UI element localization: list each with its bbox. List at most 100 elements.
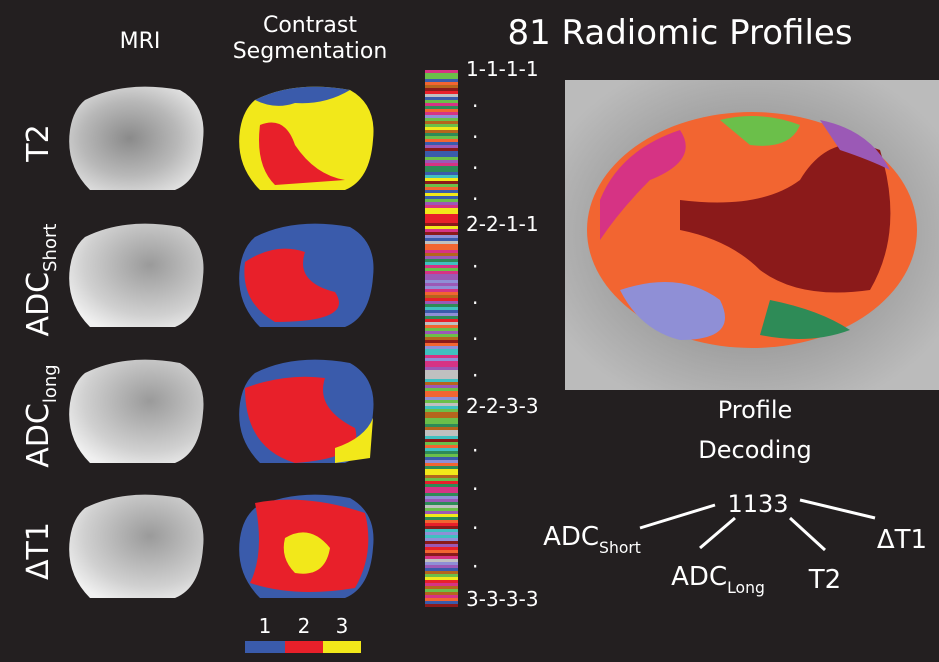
profile-ellipsis: . (472, 358, 478, 382)
colorbar-stripe (425, 343, 458, 346)
colorbar-stripe (425, 421, 458, 424)
colorbar-stripe (425, 592, 458, 595)
colorbar-stripe (425, 82, 458, 85)
colorbar-stripe (425, 595, 458, 598)
colorbar-stripe (425, 418, 458, 421)
colorbar-stripe (425, 514, 458, 517)
colorbar-stripe (425, 466, 458, 469)
colorbar-stripe (425, 292, 458, 295)
colorbar-stripe (425, 262, 458, 265)
mri-image (69, 86, 204, 190)
decoding-part: ADCShort (543, 522, 641, 557)
colorbar-stripe (425, 100, 458, 103)
colorbar-stripe (425, 589, 458, 592)
colorbar-stripe (425, 397, 458, 400)
colorbar-stripe (425, 193, 458, 196)
segmentation-image (239, 223, 374, 327)
colorbar-stripe (425, 136, 458, 139)
colorbar-stripe (425, 109, 458, 112)
colorbar-stripe (425, 208, 458, 211)
profile-ellipsis: . (472, 150, 478, 174)
colorbar-stripe (425, 163, 458, 166)
colorbar-stripe (425, 598, 458, 601)
colorbar-stripe (425, 427, 458, 430)
colorbar-stripe (425, 526, 458, 529)
part-sub: Short (599, 539, 641, 557)
colorbar-stripe (425, 334, 458, 337)
colorbar-stripe (425, 271, 458, 274)
legend-label: 1 (259, 614, 272, 638)
colorbar-stripe (425, 349, 458, 352)
colorbar-stripe (425, 511, 458, 514)
colorbar-stripe (425, 472, 458, 475)
colorbar-stripe (425, 457, 458, 460)
colorbar-stripe (425, 289, 458, 292)
colorbar-stripe (425, 319, 458, 322)
profile-region (620, 282, 725, 340)
colorbar-stripe (425, 442, 458, 445)
colorbar-stripe (425, 205, 458, 208)
colorbar-stripe (425, 562, 458, 565)
profile-label: 2-2-1-1 (466, 212, 539, 236)
colorbar-stripe (425, 586, 458, 589)
colorbar-stripe (425, 535, 458, 538)
colorbar-stripe (425, 277, 458, 280)
colorbar-stripe (425, 178, 458, 181)
colorbar-stripe (425, 322, 458, 325)
colorbar-stripe (425, 403, 458, 406)
segmentation-image (239, 359, 374, 463)
profile-ellipsis: . (472, 548, 478, 572)
colorbar-stripe (425, 244, 458, 247)
colorbar-stripe (425, 505, 458, 508)
colorbar-stripe (425, 337, 458, 340)
colorbar-stripe (425, 433, 458, 436)
profile-ellipsis: . (472, 119, 478, 143)
row-label-main: ΔT1 (21, 522, 56, 580)
colorbar-stripe (425, 238, 458, 241)
colorbar-stripe (425, 157, 458, 160)
colorbar-stripe (425, 313, 458, 316)
profile-ellipsis: . (472, 471, 478, 495)
colorbar-stripe (425, 493, 458, 496)
colorbar-stripe (425, 571, 458, 574)
profile-ellipsis: . (472, 510, 478, 534)
colorbar-stripe (425, 190, 458, 193)
colorbar-stripe (425, 187, 458, 190)
colorbar-stripe (425, 490, 458, 493)
profile-ellipsis: . (472, 88, 478, 112)
colorbar-stripe (425, 430, 458, 433)
profile-ellipsis: . (472, 321, 478, 345)
decoding-title: Decoding (698, 436, 811, 464)
decoding-title: Profile (718, 396, 793, 424)
colorbar-stripe (425, 439, 458, 442)
row-label-main: ADC (21, 272, 56, 337)
colorbar-stripe (425, 226, 458, 229)
profile-colorbar (425, 70, 458, 607)
profile-ellipsis: . (472, 181, 478, 205)
mri-image (69, 223, 204, 327)
legend-label: 2 (298, 614, 311, 638)
colorbar-stripe (425, 214, 458, 217)
colorbar-stripe (425, 355, 458, 358)
colorbar-stripe (425, 217, 458, 220)
colorbar-stripe (425, 388, 458, 391)
colorbar-stripe (425, 328, 458, 331)
segmentation-image (239, 86, 374, 190)
colorbar-stripe (425, 106, 458, 109)
colorbar-stripe (425, 115, 458, 118)
profile-label: 2-2-3-3 (466, 394, 539, 418)
segment (259, 122, 345, 185)
colorbar-stripe (425, 331, 458, 334)
link (788, 516, 827, 552)
decoding-part: T2 (808, 565, 841, 595)
profile-label: 3-3-3-3 (466, 587, 539, 611)
colorbar-stripe (425, 544, 458, 547)
colorbar-stripe (425, 85, 458, 88)
decoding-links (639, 498, 876, 552)
colorbar-stripe (425, 406, 458, 409)
colorbar-stripe (425, 547, 458, 550)
segmentation-image (239, 494, 374, 598)
link (799, 498, 876, 520)
colorbar-stripe (425, 436, 458, 439)
